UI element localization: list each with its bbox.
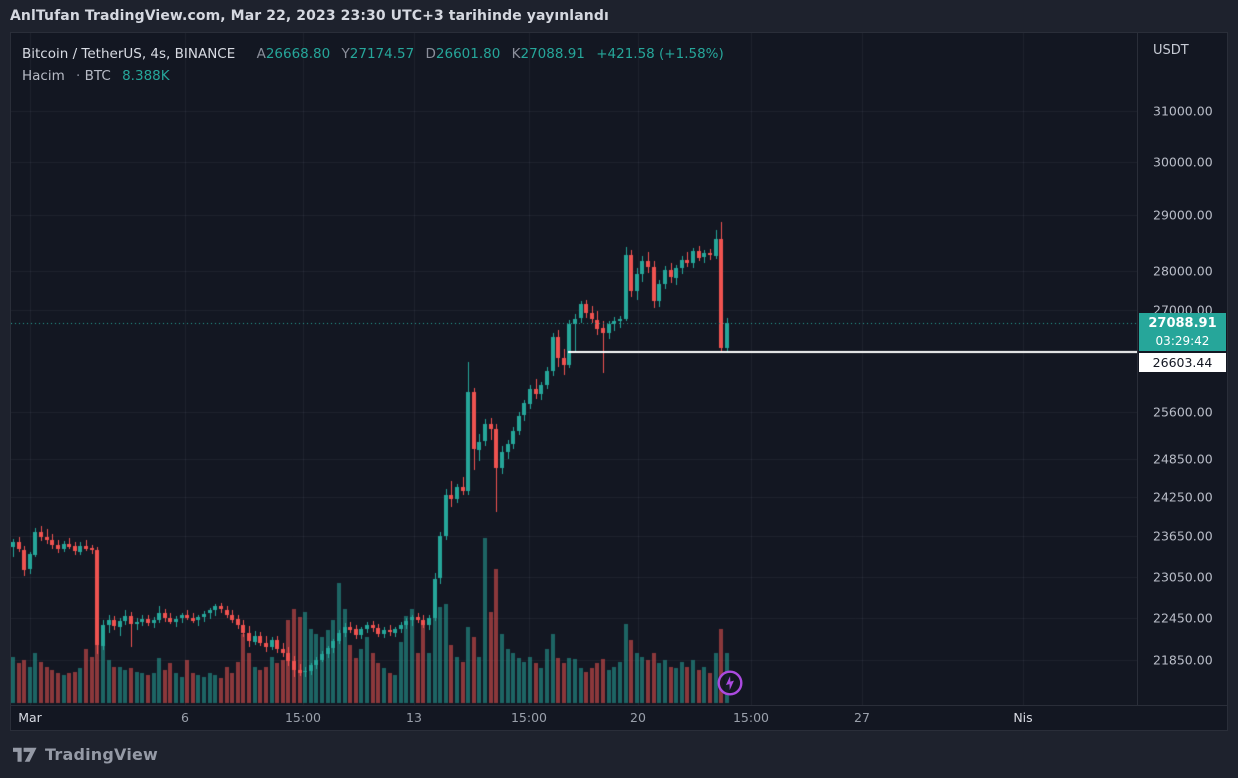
change-value: +421.58 (+1.58%): [596, 46, 724, 62]
price-tick-label: 24850.00: [1153, 451, 1213, 467]
tradingview-logo-icon[interactable]: [13, 747, 38, 763]
price-tick-label: 23050.00: [1153, 569, 1213, 585]
legend: Bitcoin / TetherUS, 4s, BINANCE A26668.8…: [22, 43, 724, 87]
last-price-badge: 27088.91 03:29:42: [1139, 313, 1226, 351]
publish-bar: AnlTufan TradingView.com, Mar 22, 2023 2…: [0, 0, 1238, 32]
price-tick-label: 22450.00: [1153, 610, 1213, 626]
time-tick-label: 15:00: [510, 710, 548, 725]
price-tick-label: 31000.00: [1153, 103, 1213, 119]
close-value: 27088.91: [520, 46, 585, 62]
time-tick-label: Mar: [18, 710, 42, 725]
tradingview-wordmark[interactable]: TradingView: [45, 745, 159, 764]
price-tick-label: 21850.00: [1153, 652, 1213, 668]
price-tick-label: 29000.00: [1153, 207, 1213, 223]
price-tick-label: 28000.00: [1153, 263, 1213, 279]
bar-countdown: 03:29:42: [1155, 334, 1210, 348]
plot-area[interactable]: Bitcoin / TetherUS, 4s, BINANCE A26668.8…: [11, 33, 1137, 705]
volume-row: Hacim · BTC 8.388K: [22, 65, 724, 87]
currency-label: USDT: [1153, 43, 1189, 58]
price-axis[interactable]: USDT 31000.00 30000.00 29000.00 28000.00 270…: [1137, 33, 1227, 705]
flash-icon[interactable]: [715, 668, 745, 698]
time-axis[interactable]: Mar 6 15:00 13 15:00 20 15:00 27 Nis: [11, 705, 1227, 730]
symbol-title: Bitcoin / TetherUS, 4s, BINANCE: [22, 46, 236, 62]
high-value: 27174.57: [349, 46, 415, 62]
symbol-row: Bitcoin / TetherUS, 4s, BINANCE A26668.8…: [22, 43, 724, 65]
price-tick-label: 25600.00: [1153, 404, 1213, 420]
time-tick-label: 27: [854, 710, 870, 725]
time-tick-label: 15:00: [732, 710, 770, 725]
open-value: 26668.80: [265, 46, 331, 62]
volume-unit: BTC: [84, 68, 111, 84]
low-value: 26601.80: [435, 46, 501, 62]
time-tick-label: 20: [630, 710, 646, 725]
volume-separator: ·: [76, 68, 81, 84]
footer: TradingView: [0, 731, 1238, 778]
last-price-value: 27088.91: [1148, 316, 1217, 331]
price-tick-label: 30000.00: [1153, 154, 1213, 170]
time-tick-label: 6: [181, 710, 189, 725]
open-label: A: [256, 46, 266, 62]
price-tick-label: 24250.00: [1153, 489, 1213, 505]
high-label: Y: [341, 46, 350, 62]
level-price-badge: 26603.44: [1139, 353, 1226, 372]
time-tick-label: Nis: [1013, 710, 1033, 725]
candlestick-chart[interactable]: [11, 33, 1137, 705]
time-tick-label: 15:00: [284, 710, 322, 725]
chart-widget: Bitcoin / TetherUS, 4s, BINANCE A26668.8…: [10, 32, 1228, 731]
time-tick-label: 13: [406, 710, 422, 725]
volume-label: Hacim: [22, 68, 65, 84]
close-label: K: [511, 46, 521, 62]
volume-value: 8.388K: [122, 68, 170, 84]
publish-text: AnlTufan TradingView.com, Mar 22, 2023 2…: [10, 8, 609, 24]
price-tick-label: 23650.00: [1153, 528, 1213, 544]
low-label: D: [425, 46, 436, 62]
